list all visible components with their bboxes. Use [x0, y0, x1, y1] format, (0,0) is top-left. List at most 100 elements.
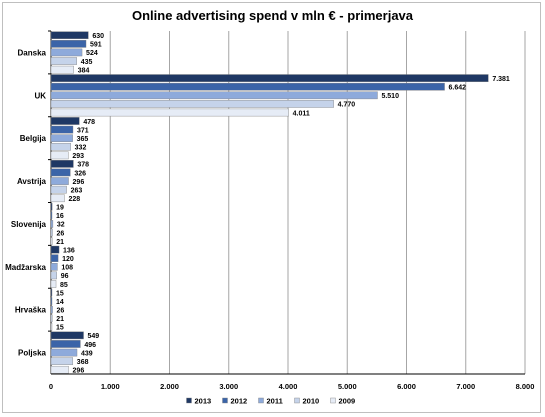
bar: [50, 254, 59, 263]
legend-label: 2011: [267, 397, 283, 406]
x-tick-label: 6.000: [397, 382, 416, 391]
bar: [50, 108, 289, 117]
data-label: 6.642: [449, 85, 467, 92]
bar: [50, 82, 445, 91]
bar: [50, 185, 67, 194]
data-label: 21: [56, 316, 64, 323]
data-label: 371: [77, 127, 89, 134]
data-label: 591: [90, 42, 102, 49]
bar: [50, 271, 57, 280]
y-category-label: Hrvaška: [15, 306, 47, 315]
data-label: 5.510: [381, 93, 399, 100]
data-label: 263: [71, 187, 83, 194]
bar: [50, 177, 69, 185]
data-label: 96: [61, 273, 69, 280]
bar: [50, 280, 57, 288]
data-label: 293: [72, 153, 84, 160]
bar: [50, 134, 73, 142]
data-label: 478: [83, 119, 95, 126]
bar: [50, 323, 53, 331]
bar: [50, 125, 74, 134]
bar: [50, 348, 78, 357]
legend-swatch: [186, 397, 192, 404]
data-label: 26: [57, 230, 65, 237]
data-label: 368: [77, 359, 89, 366]
bar: [50, 31, 89, 40]
data-label: 4.011: [293, 110, 310, 117]
bar: [50, 202, 53, 211]
y-category-label: Slovenija: [11, 220, 47, 229]
bar: [50, 74, 489, 82]
x-tick-label: 0: [49, 382, 53, 391]
bar: [50, 288, 53, 297]
bar: [50, 194, 65, 203]
x-tick-label: 8.000: [516, 382, 535, 391]
chart-title: Online advertising spend v mln € - prime…: [131, 8, 414, 23]
bar: [50, 117, 80, 125]
bar: [50, 151, 69, 160]
data-label: 14: [56, 299, 64, 306]
bar: [50, 91, 378, 100]
legend-label: 2012: [231, 397, 248, 406]
legend-label: 2009: [339, 397, 356, 406]
bar: [50, 228, 53, 237]
bar: [50, 65, 74, 74]
bar: [50, 245, 60, 254]
data-label: 326: [74, 170, 86, 177]
x-tick-label: 3.000: [219, 382, 238, 391]
y-category-label: Poljska: [18, 349, 47, 358]
data-label: 228: [69, 196, 81, 203]
legend-swatch: [258, 397, 264, 404]
x-tick-label: 2.000: [160, 382, 179, 391]
y-category-label: UK: [34, 91, 46, 100]
x-tick-label: 4.000: [279, 382, 298, 391]
x-tick-label: 7.000: [456, 382, 475, 391]
y-category-label: Avstrija: [17, 177, 47, 186]
data-label: 496: [84, 342, 96, 349]
data-label: 296: [73, 179, 85, 186]
bar: [50, 160, 74, 168]
data-label: 120: [62, 256, 74, 263]
data-label: 630: [92, 33, 104, 40]
data-label: 136: [63, 247, 75, 254]
bar: [50, 211, 53, 220]
data-label: 4.770: [338, 102, 356, 109]
bar: [50, 297, 53, 305]
data-label: 16: [56, 213, 64, 220]
bar: [50, 263, 58, 271]
bar: [50, 57, 77, 65]
data-label: 108: [61, 265, 73, 272]
legend-swatch: [330, 397, 336, 404]
bar: [50, 365, 69, 374]
bar: [50, 314, 53, 323]
bar: [50, 357, 74, 365]
bar: [50, 305, 53, 314]
legend-label: 2010: [303, 397, 320, 406]
data-label: 332: [75, 145, 87, 152]
bar: [50, 168, 71, 177]
data-label: 15: [56, 290, 64, 297]
data-label: 435: [81, 59, 93, 66]
chart-frame: [2, 2, 541, 413]
data-label: 296: [73, 368, 85, 375]
data-label: 19: [56, 205, 64, 212]
x-tick-label: 1.000: [101, 382, 120, 391]
bar: [50, 237, 53, 245]
data-label: 15: [56, 325, 64, 332]
y-category-label: Belgija: [20, 134, 47, 143]
bar: [50, 142, 71, 151]
data-label: 384: [78, 67, 90, 74]
data-label: 26: [57, 307, 65, 314]
bar: [50, 48, 83, 57]
data-label: 85: [60, 282, 68, 289]
legend-label: 2013: [195, 397, 212, 406]
y-category-label: Danska: [18, 48, 47, 57]
legend-swatch: [222, 397, 228, 404]
data-label: 32: [57, 222, 65, 229]
data-label: 7.381: [492, 76, 510, 83]
data-label: 21: [56, 239, 64, 246]
bar: [50, 40, 87, 48]
bar: [50, 331, 84, 340]
x-tick-label: 5.000: [338, 382, 357, 391]
